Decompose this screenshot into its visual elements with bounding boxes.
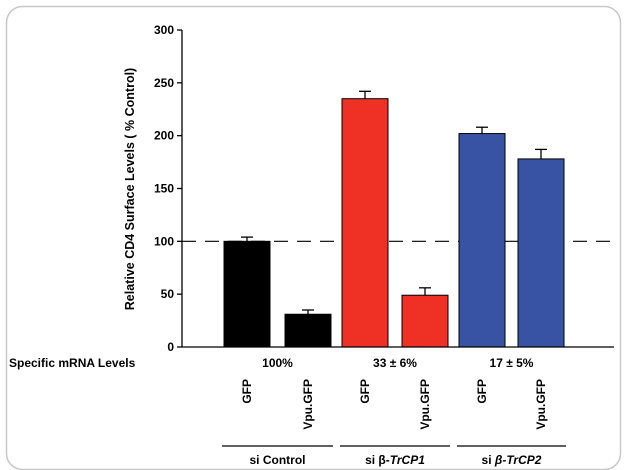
- y-tick-label: 150: [154, 182, 174, 196]
- bar: [458, 133, 506, 348]
- group-label-prefix: si: [250, 453, 263, 467]
- x-tick-label: Vpu.GFP: [418, 379, 432, 430]
- y-tick-label: 50: [161, 287, 175, 301]
- group-label-name: TrCP1: [390, 453, 425, 467]
- bar: [341, 98, 389, 348]
- x-tick-label: Vpu.GFP: [534, 379, 548, 430]
- mrna-level-value: 33 ± 6%: [373, 356, 417, 370]
- group-label-name: β-TrCP2: [494, 453, 542, 467]
- y-tick-label: 250: [154, 76, 174, 90]
- x-tick-label: Vpu.GFP: [301, 379, 315, 430]
- mrna-level-value: 100%: [262, 356, 293, 370]
- mrna-row-label: Specific mRNA Levels: [9, 356, 136, 370]
- group-label-prefix: si β-: [365, 453, 390, 467]
- group-label: si β-TrCP2: [482, 453, 542, 467]
- y-tick-label: 100: [154, 234, 174, 248]
- group-label: si Control: [250, 453, 306, 467]
- bar: [223, 240, 271, 348]
- y-axis-label: Relative CD4 Surface Levels ( % Control): [123, 68, 137, 310]
- x-tick-label: GFP: [240, 379, 254, 404]
- y-tick-label: 0: [167, 340, 174, 354]
- group-label-name: Control: [263, 453, 306, 467]
- group-label: si β-TrCP1: [365, 453, 425, 467]
- y-tick-label: 200: [154, 129, 174, 143]
- x-tick-label: GFP: [358, 379, 372, 404]
- bar: [517, 158, 565, 348]
- x-tick-label: GFP: [475, 379, 489, 404]
- plot-area: GFP Vpu.GFP GFP Vpu.GFP GFP Vpu.GFP 0 50 100 150 2…: [154, 23, 614, 467]
- y-tick-label: 300: [154, 23, 174, 37]
- group-label-prefix: si: [482, 453, 495, 467]
- mrna-level-value: 17 ± 5%: [490, 356, 534, 370]
- bar: [401, 294, 449, 348]
- bar: [284, 313, 332, 348]
